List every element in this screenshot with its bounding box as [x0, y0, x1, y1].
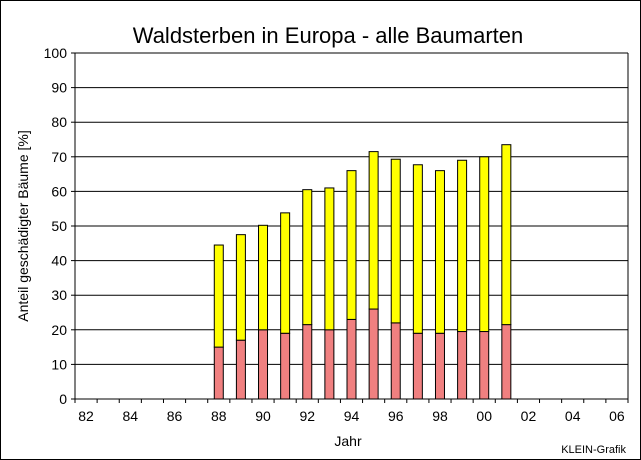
- x-axis-label: Jahr: [334, 433, 362, 449]
- y-tick-label: 0: [59, 391, 67, 407]
- x-tick-label: 02: [521, 408, 537, 424]
- bar-segment-upper: [346, 170, 357, 320]
- x-tick-label: 98: [432, 408, 448, 424]
- y-tick-label: 70: [51, 149, 67, 165]
- bar-segment-lower: [280, 332, 291, 400]
- bar-segment-lower: [457, 331, 468, 400]
- y-tick-label: 20: [51, 322, 67, 338]
- bar-segment-upper: [434, 170, 445, 334]
- bar-segment-upper: [280, 212, 291, 334]
- bar-segment-upper: [457, 159, 468, 333]
- y-tick-label: 50: [51, 218, 67, 234]
- y-tick-label: 100: [44, 45, 68, 61]
- bar-segment-upper: [501, 144, 512, 326]
- y-tick-label: 30: [51, 287, 67, 303]
- bar-segment-upper: [412, 164, 423, 334]
- bar-segment-lower: [479, 331, 490, 400]
- x-axis-ticks: 82 84 86 88 90 92 94 96 98 00 02 04 06: [74, 399, 629, 424]
- y-tick-label: 90: [51, 80, 67, 96]
- bar-segment-lower: [434, 332, 445, 400]
- x-axis: [74, 53, 629, 400]
- x-tick-label: 06: [609, 408, 625, 424]
- x-tick-label: 00: [476, 408, 492, 424]
- bar-segment-upper: [324, 187, 335, 331]
- bar-segment-upper: [213, 244, 224, 348]
- bar-segment-lower: [390, 322, 401, 400]
- bar-segment-lower: [412, 332, 423, 400]
- bar-segment-lower: [302, 324, 313, 400]
- x-tick-label: 88: [211, 408, 227, 424]
- bar-segment-lower: [501, 324, 512, 400]
- bar-segment-lower: [213, 346, 224, 400]
- x-tick-label: 90: [255, 408, 271, 424]
- bar-segment-upper: [479, 156, 490, 333]
- bar-segment-upper: [390, 158, 401, 324]
- y-tick-label: 80: [51, 114, 67, 130]
- x-tick-label: 82: [78, 408, 94, 424]
- bar-segment-lower: [235, 339, 246, 400]
- x-tick-label: 04: [565, 408, 581, 424]
- bar-segment-upper: [302, 189, 313, 326]
- y-axis-ticks: 0 10 20 30 40 50 60 70 80 90 100: [44, 45, 75, 407]
- bar-segment-upper: [258, 224, 269, 331]
- x-tick-label: 92: [299, 408, 315, 424]
- bar-segment-lower: [324, 329, 335, 400]
- bar-segment-lower: [346, 318, 357, 400]
- y-tick-label: 40: [51, 253, 67, 269]
- bar-segment-upper: [235, 234, 246, 341]
- x-tick-label: 94: [344, 408, 360, 424]
- x-tick-label: 86: [167, 408, 183, 424]
- y-tick-label: 60: [51, 183, 67, 199]
- x-tick-label: 96: [388, 408, 404, 424]
- bar-segment-upper: [368, 151, 379, 310]
- x-tick-label: 84: [123, 408, 139, 424]
- bars: [213, 144, 512, 400]
- credit-label: KLEIN-Grafik: [561, 444, 626, 456]
- y-axis-label: Anteil geschädigter Bäume [%]: [15, 130, 31, 321]
- y-tick-label: 10: [51, 356, 67, 372]
- bar-segment-lower: [258, 329, 269, 400]
- bar-segment-lower: [368, 308, 379, 400]
- chart-title: Waldsterben in Europa - alle Baumarten: [133, 23, 524, 48]
